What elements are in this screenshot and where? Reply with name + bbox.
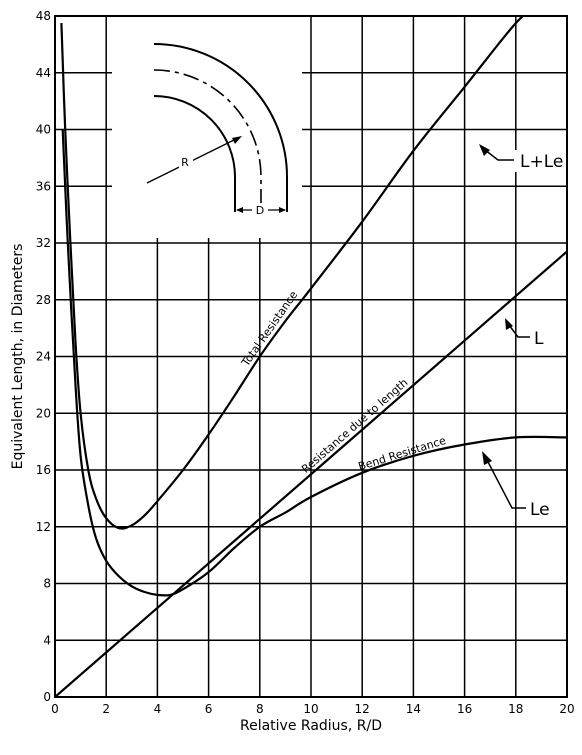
x-tick-label: 8 xyxy=(256,702,264,716)
series-line-length-resistance xyxy=(55,250,567,697)
series-line-total-resistance xyxy=(60,16,525,530)
x-tick-label: 6 xyxy=(205,702,213,716)
callout-arrow-length xyxy=(505,318,513,330)
x-tick-label: 2 xyxy=(102,702,110,716)
inset-r-label-bg xyxy=(179,154,193,169)
inset-outer-arc xyxy=(153,43,288,212)
y-tick-label: 24 xyxy=(36,350,51,364)
x-tick-label: 20 xyxy=(559,702,574,716)
x-tick-label: 16 xyxy=(457,702,472,716)
y-axis-title: Equivalent Length, in Diameters xyxy=(10,244,26,470)
callout-tag-total: L+Le xyxy=(520,152,563,172)
callout-arrow-total xyxy=(479,144,490,156)
plot-frame xyxy=(54,15,568,698)
inset-d-label-bg xyxy=(252,203,268,217)
callout-leader-total xyxy=(484,149,518,161)
callout-tag-length: L xyxy=(534,329,544,349)
inset-dimension-arrow-right xyxy=(279,207,286,213)
callout-tag-bend: Le xyxy=(530,500,550,520)
inset-d-label: D xyxy=(256,204,264,217)
callouts: L+Le L Le xyxy=(479,144,566,521)
y-tick-label: 20 xyxy=(36,406,51,420)
y-tick-label: 12 xyxy=(36,520,51,534)
callout-leader-length xyxy=(508,324,533,338)
callout-arrow-bend xyxy=(482,451,492,465)
callout-bg-bend xyxy=(526,497,562,521)
x-axis-title: Relative Radius, R/D xyxy=(240,718,382,734)
y-tick-label: 48 xyxy=(36,9,51,23)
curves xyxy=(55,16,567,697)
inset-bend-diagram: R D xyxy=(112,16,302,238)
callout-bg-total xyxy=(514,150,566,172)
x-tick-label: 4 xyxy=(154,702,162,716)
inset-radius-arrowhead xyxy=(232,136,242,144)
y-tick-label: 0 xyxy=(43,690,51,704)
inset-inner-arc xyxy=(153,95,236,212)
y-tick-label: 28 xyxy=(36,293,51,307)
y-tick-label: 4 xyxy=(43,633,51,647)
x-tick-label: 18 xyxy=(508,702,523,716)
inset-background xyxy=(112,16,302,238)
y-tick-label: 8 xyxy=(43,577,51,591)
inset-dimension-arrow-left xyxy=(236,207,243,213)
y-tick-label: 36 xyxy=(36,179,51,193)
x-tick-label: 10 xyxy=(303,702,318,716)
curve-label-total-resistance: Total Resistance xyxy=(239,288,301,369)
y-tick-label: 32 xyxy=(36,236,51,250)
x-tick-label: 0 xyxy=(51,702,59,716)
y-tick-label: 16 xyxy=(36,463,51,477)
inset-centerline-arc xyxy=(153,69,262,212)
x-tick-label: 12 xyxy=(355,702,370,716)
series-line-bend-resistance xyxy=(61,129,567,597)
x-tick-label: 14 xyxy=(406,702,421,716)
callout-bg-length xyxy=(530,326,554,348)
inset-r-label: R xyxy=(181,156,189,169)
curve-label-bend-resistance: Bend Resistance xyxy=(357,434,448,473)
y-tick-label: 44 xyxy=(36,66,51,80)
callout-leader-bend xyxy=(486,459,530,509)
y-tick-label: 40 xyxy=(36,123,51,137)
